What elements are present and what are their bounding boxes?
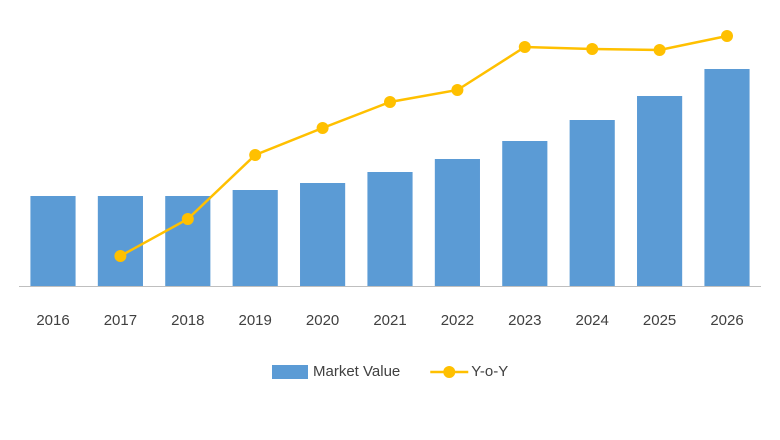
x-tick-label: 2019 bbox=[239, 312, 272, 329]
x-tick-label: 2016 bbox=[36, 312, 69, 329]
bar bbox=[367, 172, 413, 286]
bar bbox=[434, 159, 480, 286]
line-point bbox=[653, 44, 666, 56]
line bbox=[119, 34, 728, 258]
x-tick-label: 2020 bbox=[306, 312, 339, 329]
legend-swatch-marker bbox=[443, 366, 456, 378]
x-tick-label: 2023 bbox=[508, 312, 541, 329]
bar bbox=[232, 190, 278, 286]
line-point bbox=[114, 250, 127, 262]
x-tick-label: 2021 bbox=[373, 312, 406, 329]
line-point bbox=[249, 149, 262, 161]
line-point bbox=[451, 84, 464, 96]
x-tick-label: 2024 bbox=[576, 312, 609, 329]
x-tick-label: 2022 bbox=[441, 312, 474, 329]
legend-label: Market Value bbox=[313, 363, 400, 380]
line-point bbox=[181, 213, 194, 225]
bar bbox=[637, 96, 683, 286]
line-point bbox=[384, 96, 396, 108]
bar bbox=[97, 196, 143, 286]
bar bbox=[569, 120, 615, 286]
bar bbox=[300, 183, 346, 286]
line-point bbox=[518, 41, 531, 53]
x-tick-label: 2025 bbox=[643, 312, 676, 329]
bar bbox=[502, 141, 548, 286]
legend-label: Y-o-Y bbox=[471, 363, 508, 380]
bar bbox=[165, 196, 211, 286]
line-point bbox=[316, 122, 329, 134]
bar bbox=[30, 196, 76, 286]
x-tick-label: 2026 bbox=[710, 312, 743, 329]
x-tick-label: 2017 bbox=[104, 312, 137, 329]
x-tick-label: 2018 bbox=[171, 312, 204, 329]
bar bbox=[704, 69, 750, 286]
line-point bbox=[586, 43, 599, 55]
legend-swatch bbox=[272, 365, 308, 379]
line-point bbox=[721, 30, 733, 42]
